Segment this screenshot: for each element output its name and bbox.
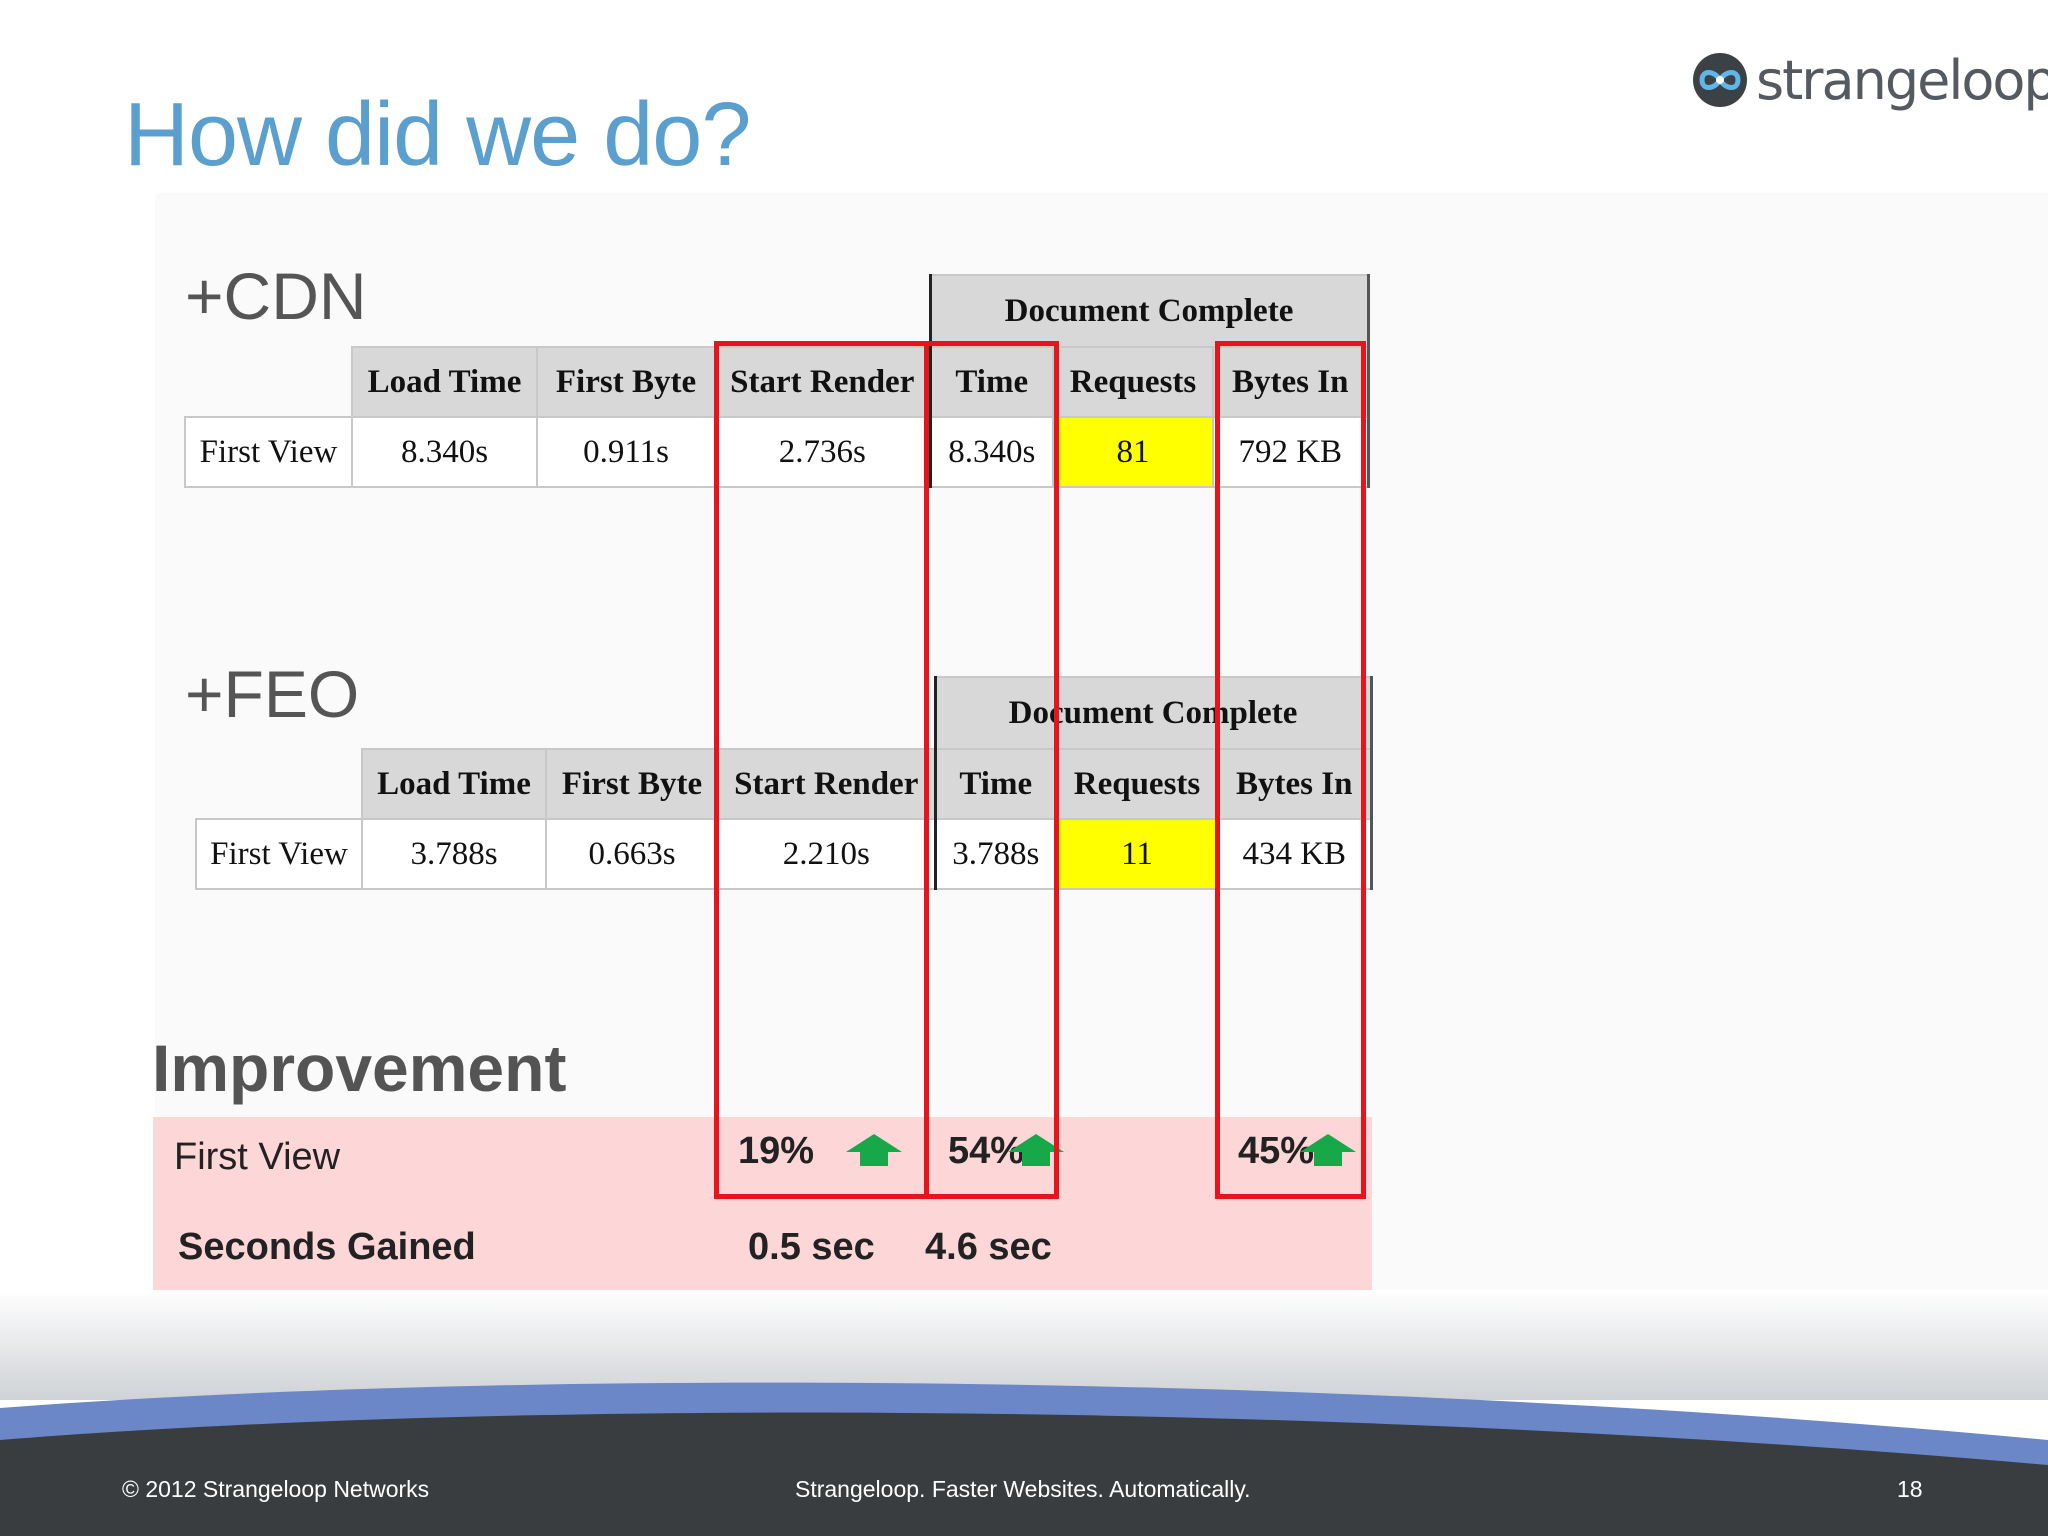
seconds-gained-label: Seconds Gained [178,1226,476,1268]
cdn-table: Document Complete Load Time First Byte S… [184,274,1370,488]
feo-table: Document Complete Load Time First Byte S… [195,676,1373,890]
cdn-header-time: Time [928,346,1054,418]
time-highlight-box [924,341,1059,1199]
start-render-improvement: 19% [738,1130,815,1172]
time-seconds: 4.6 sec [925,1226,1052,1268]
feo-header-load-time: Load Time [361,748,547,820]
improvement-panel [153,1117,1372,1294]
feo-header-time: Time [933,748,1057,820]
cdn-header-first-byte: First Byte [536,346,716,418]
start-render-seconds: 0.5 sec [748,1226,875,1268]
cdn-label: +CDN [185,259,367,333]
feo-time: 3.788s [933,818,1057,890]
feo-start-render: 2.210s [717,818,936,890]
green-up-arrow-icon [1300,1134,1356,1166]
bytes-in-highlight-box [1215,341,1366,1199]
improvement-first-view-label: First View [174,1136,341,1178]
cdn-start-render: 2.736s [714,416,931,488]
cdn-row-label: First View [184,416,353,488]
cdn-requests: 81 [1052,416,1214,488]
feo-header-start-render: Start Render [717,748,936,820]
strangeloop-logo: strangeloop [1690,48,2048,112]
feo-row-label: First View [195,818,363,890]
feo-load-time: 3.788s [361,818,547,890]
logo-text: strangeloop [1756,48,2048,112]
footer-copyright: © 2012 Strangeloop Networks [122,1476,430,1502]
footer-tagline: Strangeloop. Faster Websites. Automatica… [795,1476,1251,1502]
cdn-load-time: 8.340s [351,416,538,488]
green-up-arrow-icon [846,1134,902,1166]
cdn-bytes-in: 792 KB [1212,416,1370,488]
feo-requests: 11 [1055,818,1219,890]
feo-header-first-byte: First Byte [545,748,719,820]
start-render-highlight-box [714,341,929,1199]
cdn-header-start-render: Start Render [714,346,931,418]
bytes-in-improvement: 45% [1238,1130,1315,1172]
cdn-first-byte: 0.911s [536,416,716,488]
feo-first-byte: 0.663s [545,818,719,890]
slide-title: How did we do? [124,85,751,185]
feo-bytes-in: 434 KB [1217,818,1373,890]
feo-header-requests: Requests [1055,748,1219,820]
page-number: 18 [1897,1476,1923,1502]
green-up-arrow-icon [1008,1134,1064,1166]
strangeloop-infinity-icon [1693,53,1747,107]
improvement-title: Improvement [152,1031,567,1105]
feo-label: +FEO [185,657,360,731]
cdn-header-bytes-in: Bytes In [1212,346,1370,418]
cdn-time: 8.340s [928,416,1054,488]
cdn-header-load-time: Load Time [351,346,538,418]
footer-swoosh [0,1290,2048,1536]
cdn-header-requests: Requests [1052,346,1214,418]
feo-header-bytes-in: Bytes In [1217,748,1373,820]
cdn-group-header: Document Complete [928,274,1370,348]
